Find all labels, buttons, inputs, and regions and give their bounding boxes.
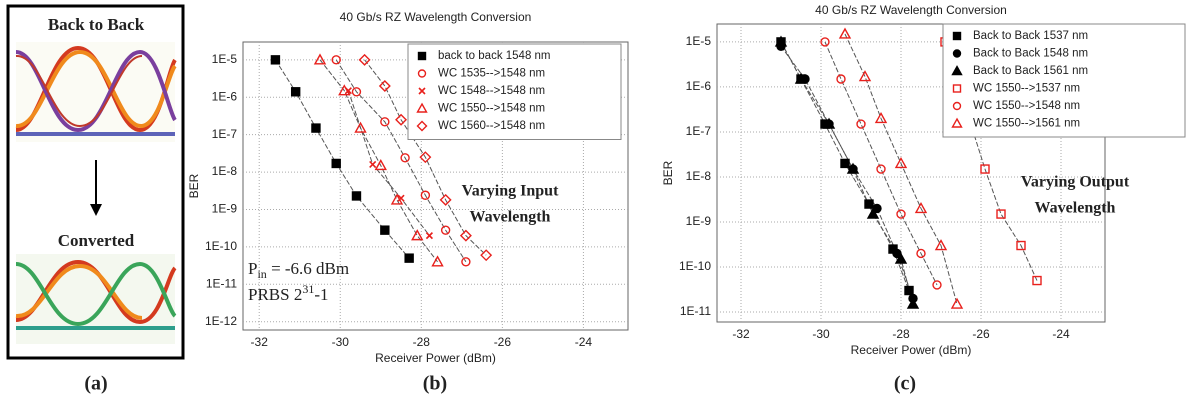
marker [865,200,873,208]
y-tick-label: 1E-7 [686,124,712,138]
legend-label: Back to Back 1537 nm [973,30,1088,42]
marker [292,88,300,96]
x-tick-label: -26 [972,327,990,341]
y-tick-label: 1E-8 [212,164,238,178]
x-axis-label: Receiver Power (dBm) [851,343,972,357]
y-axis-label: BER [187,173,201,198]
marker [381,226,389,234]
legend-label: WC 1550-->1548 nm [438,103,545,115]
condition-part: PRBS 2 [248,285,302,304]
condition-sub: in [257,267,266,281]
y-tick-label: 1E-9 [686,214,712,228]
x-tick-label: -30 [332,335,350,349]
x-tick-label: -32 [251,335,269,349]
y-tick-label: 1E-9 [212,202,238,216]
legend-label: WC 1550-->1537 nm [973,83,1080,95]
annotation: Varying Output [1021,174,1130,191]
eye-diagram [16,254,175,344]
marker [905,287,913,295]
marker [352,192,360,200]
legend-label: WC 1550-->1548 nm [973,100,1080,112]
marker [312,124,320,132]
condition-sup: 31 [302,282,314,296]
y-tick-label: 1E-12 [205,314,237,328]
y-axis-label: BER [661,160,675,185]
legend-label: Back to Back 1548 nm [973,48,1088,60]
legend-marker [419,53,426,60]
y-tick-label: 1E-7 [212,127,238,141]
legend-label: WC 1535-->1548 nm [438,68,545,80]
legend-marker [954,50,961,57]
annotation: Wavelength [1035,200,1116,217]
marker [841,159,849,167]
x-tick-label: -28 [413,335,431,349]
condition: PRBS 231-1 [248,282,329,304]
marker [271,56,279,64]
annotation: Varying Input [462,183,559,200]
x-tick-label: -24 [1052,327,1070,341]
panel-caption: (c) [894,373,916,395]
annotation: Wavelength [470,209,551,226]
x-tick-label: -28 [892,327,910,341]
eye-label: Back to Back [48,15,145,34]
legend-label: WC 1550-->1561 nm [973,118,1080,130]
legend-label: Back to Back 1561 nm [973,65,1088,77]
panel-a: Back to Back Converted [8,6,183,358]
y-tick-label: 1E-11 [206,276,237,290]
x-tick-label: -30 [812,327,830,341]
marker [332,159,340,167]
y-tick-label: 1E-5 [686,34,712,48]
x-axis-label: Receiver Power (dBm) [375,351,496,365]
chart-title: 40 Gb/s RZ Wavelength Conversion [340,10,532,24]
x-tick-label: -26 [494,335,512,349]
legend-marker [954,33,961,40]
condition-part: P [248,259,257,278]
y-tick-label: 1E-10 [679,259,711,273]
eye-diagram [16,42,175,142]
y-tick-label: 1E-8 [686,169,712,183]
legend-label: back to back 1548 nm [438,50,551,62]
marker [405,254,413,262]
y-tick-label: 1E-6 [212,89,238,103]
figure: Back to Back Converted (a) 40 Gb/s RZ Wa… [0,0,1194,400]
condition-part: -1 [314,285,328,304]
y-tick-label: 1E-10 [205,239,237,253]
x-tick-label: -32 [732,327,750,341]
panel-caption: (a) [84,373,107,395]
legend-label: WC 1560-->1548 nm [438,120,545,132]
legend-label: WC 1548-->1548 nm [438,85,545,97]
eye-label: Converted [58,231,135,250]
y-tick-label: 1E-6 [686,79,712,93]
y-tick-label: 1E-5 [212,52,238,66]
condition-part: = -6.6 dBm [267,259,349,278]
chart-title: 40 Gb/s RZ Wavelength Conversion [815,3,1007,17]
x-tick-label: -24 [575,335,593,349]
panel-caption: (b) [423,373,447,395]
y-tick-label: 1E-11 [680,304,711,318]
page: Back to Back Converted (a) 40 Gb/s RZ Wa… [0,0,1194,400]
